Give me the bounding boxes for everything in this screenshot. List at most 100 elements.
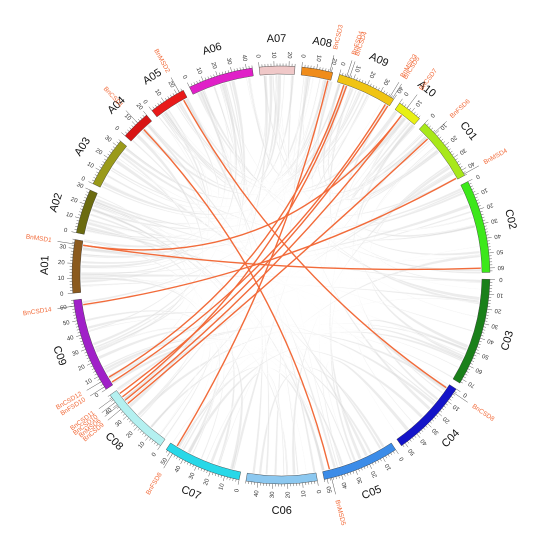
chromosome-tick bbox=[451, 396, 453, 397]
tick-label: 40 bbox=[420, 437, 429, 446]
tick-label: 70 bbox=[467, 380, 476, 389]
chromosome-tick bbox=[75, 217, 80, 218]
tick-label: 30 bbox=[103, 135, 112, 144]
chromosome-tick bbox=[333, 477, 334, 479]
chromosome-tick bbox=[445, 142, 449, 145]
chromosome-tick bbox=[161, 98, 164, 102]
tick-label: 0 bbox=[60, 292, 65, 298]
tick-label: 0 bbox=[94, 392, 101, 399]
chromosome-tick bbox=[142, 433, 144, 435]
chromosome-tick bbox=[456, 389, 460, 392]
chromosome-tick bbox=[474, 355, 476, 356]
tick-label: 10 bbox=[86, 161, 95, 170]
tick-label: 30 bbox=[381, 77, 390, 86]
tick-label: 40 bbox=[174, 465, 183, 474]
chromosome-tick bbox=[108, 395, 110, 396]
tick-label: 20 bbox=[58, 260, 66, 266]
chromosome-tick bbox=[393, 451, 394, 453]
chromosome-tick bbox=[225, 71, 226, 73]
chromosome-tick bbox=[74, 318, 76, 319]
chromosome-tick bbox=[174, 90, 176, 94]
chromosome-tick bbox=[475, 197, 477, 198]
chromosome-tick bbox=[198, 467, 199, 469]
gene-marker bbox=[347, 60, 352, 76]
chromosome-tick bbox=[475, 352, 480, 354]
tick-label: 0 bbox=[428, 112, 435, 119]
chromosome-tick bbox=[184, 461, 185, 463]
chromosome-tick bbox=[439, 137, 441, 139]
chromosome-tick bbox=[436, 415, 438, 417]
chromosome-tick bbox=[75, 226, 77, 227]
chromosome-tick bbox=[434, 417, 436, 419]
chromosome-tick bbox=[78, 215, 80, 216]
chromosome-tick bbox=[376, 86, 377, 88]
chromosome-tick bbox=[187, 83, 189, 87]
chromosome-tick bbox=[481, 335, 483, 336]
chromosome-tick bbox=[127, 130, 129, 132]
tick-label: 40 bbox=[104, 407, 113, 416]
tick-label: 40 bbox=[493, 232, 501, 239]
chromosome-tick bbox=[421, 430, 423, 432]
chromosome-label-c03: C03 bbox=[499, 329, 516, 352]
chromosome-tick bbox=[187, 462, 188, 464]
chromosome-tick bbox=[234, 69, 235, 71]
chromosome-tick bbox=[478, 205, 480, 206]
chromosome-tick bbox=[119, 139, 121, 141]
chromosome-tick bbox=[83, 200, 85, 201]
chromosome-tick bbox=[396, 450, 399, 454]
chromosome-tick bbox=[386, 92, 387, 94]
gene-marker bbox=[99, 399, 113, 409]
chromosome-label-c02: C02 bbox=[502, 208, 518, 230]
chromosome-tick bbox=[463, 172, 465, 173]
chromosome-tick bbox=[77, 220, 79, 221]
gene-label: BnCSD8 bbox=[471, 403, 496, 423]
chromosome-tick bbox=[80, 202, 85, 204]
chromosome-tick bbox=[368, 80, 370, 85]
chromosome-tick bbox=[466, 371, 468, 372]
chromosome-tick bbox=[487, 237, 492, 238]
chromosome-tick bbox=[77, 329, 79, 330]
gene-label: BnMSD1 bbox=[25, 233, 52, 244]
chromosome-tick bbox=[469, 366, 474, 368]
chromosome-tick bbox=[76, 335, 81, 336]
chromosome-tick bbox=[174, 455, 175, 457]
chromosome-tick bbox=[391, 453, 392, 455]
chromosome-tick bbox=[484, 327, 486, 328]
tick-label: 30 bbox=[188, 472, 196, 481]
chromosome-tick bbox=[303, 483, 304, 488]
tick-label: 10 bbox=[123, 113, 132, 122]
chromosome-tick bbox=[468, 369, 470, 370]
tick-label: 30 bbox=[356, 475, 364, 484]
tick-label: 60 bbox=[474, 366, 483, 375]
chromosome-tick bbox=[165, 98, 166, 100]
tick-label: 30 bbox=[59, 244, 67, 251]
chromosome-tick bbox=[443, 141, 445, 143]
chromosome-tick bbox=[412, 108, 415, 112]
gene-label: BnCSD14 bbox=[23, 306, 53, 317]
chromosome-tick bbox=[438, 413, 442, 416]
chromosome-tick bbox=[84, 197, 86, 198]
chromosome-tick bbox=[92, 180, 94, 181]
tick-label: 10 bbox=[353, 64, 361, 73]
chromosome-tick bbox=[71, 232, 76, 233]
chromosome-tick bbox=[402, 103, 403, 105]
chromosome-tick bbox=[459, 164, 461, 165]
chromosome-tick bbox=[361, 468, 362, 470]
chromosome-tick bbox=[123, 414, 125, 416]
gene-label: BnMSD5 bbox=[333, 499, 346, 526]
chromosome-tick bbox=[87, 358, 89, 359]
chromosome-tick bbox=[81, 344, 83, 345]
chromosome-tick bbox=[80, 341, 82, 342]
chromosome-tick bbox=[353, 471, 354, 473]
tick-label: 20 bbox=[203, 477, 211, 486]
chromosome-tick bbox=[427, 124, 429, 126]
tick-label: 0 bbox=[63, 228, 68, 235]
chromosome-arc-c07 bbox=[166, 443, 241, 480]
chromosome-tick bbox=[484, 226, 486, 227]
chromosome-tick bbox=[464, 377, 466, 378]
tick-label: 50 bbox=[481, 352, 490, 360]
chromosome-tick bbox=[350, 472, 351, 474]
chromosome-tick bbox=[154, 442, 155, 444]
chromosome-tick bbox=[117, 407, 119, 409]
chromosome-tick bbox=[380, 459, 381, 461]
